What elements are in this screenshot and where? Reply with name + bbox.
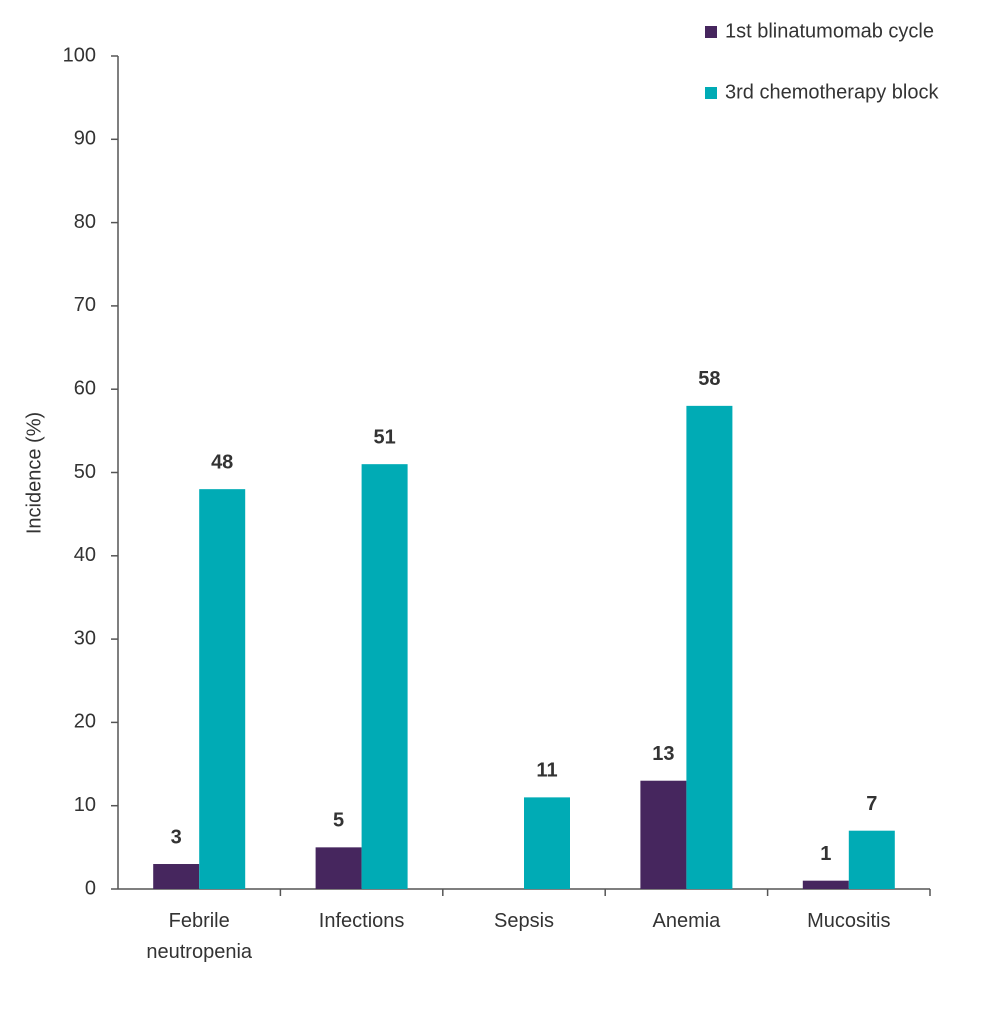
data-label: 51 [373, 426, 395, 448]
x-tick-label: Mucositis [807, 910, 891, 932]
x-tick-label: Febrile neutropenia [146, 910, 253, 963]
bar [848, 830, 895, 889]
y-tick-label: 100 [63, 44, 96, 66]
bar [802, 880, 849, 889]
legend-label: 3rd chemotherapy block [725, 81, 939, 103]
data-label: 58 [698, 368, 720, 390]
bar [640, 780, 687, 889]
y-tick-label: 90 [74, 128, 96, 150]
data-label: 13 [652, 743, 674, 765]
y-axis-title: Incidence (%) [23, 412, 45, 534]
bar [361, 464, 408, 889]
bar [524, 797, 570, 889]
x-tick-label: Sepsis [493, 910, 555, 932]
y-tick-label: 80 [74, 211, 96, 233]
y-tick-label: 0 [85, 877, 96, 899]
y-tick-label: 20 [74, 711, 96, 733]
y-tick-label: 30 [74, 627, 96, 649]
data-label: 11 [536, 760, 557, 782]
y-tick-label: 70 [74, 294, 96, 316]
data-label: 7 [866, 793, 877, 815]
y-tick-label: 10 [74, 794, 96, 816]
legend-swatch [705, 87, 717, 99]
data-label: 1 [820, 843, 831, 865]
bar [199, 489, 246, 889]
x-tick-label: Infections [318, 910, 405, 932]
legend-label: 1st blinatumomab cycle [725, 20, 934, 42]
data-label: 5 [333, 810, 344, 832]
y-tick-label: 60 [74, 377, 96, 399]
x-tick-label: Anemia [652, 910, 721, 932]
legend-swatch [705, 26, 717, 38]
bar [686, 405, 733, 889]
y-tick-label: 50 [74, 461, 96, 483]
data-label: 48 [211, 451, 233, 473]
bar [315, 847, 362, 889]
bar [153, 864, 200, 889]
data-label: 3 [171, 826, 182, 848]
y-tick-label: 40 [74, 544, 96, 566]
